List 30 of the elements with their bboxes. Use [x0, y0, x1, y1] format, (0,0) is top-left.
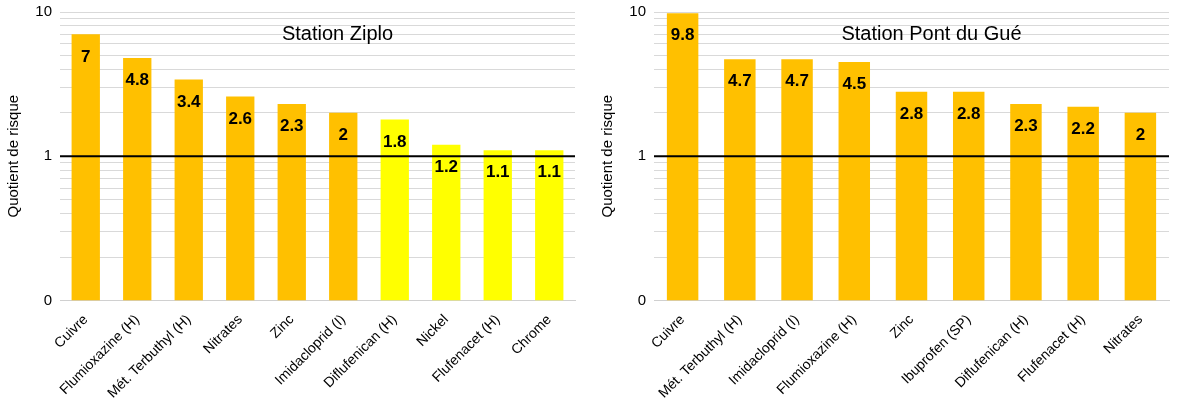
y-tick-label: 0 — [637, 290, 646, 308]
y-tick-label: 10 — [35, 2, 52, 20]
data-label: 2.8 — [899, 103, 924, 123]
data-label: 1.2 — [434, 157, 459, 176]
y-tick-label: 10 — [629, 2, 646, 20]
data-label: 3.4 — [176, 91, 202, 111]
data-label: 1.1 — [537, 162, 562, 182]
data-label: 7 — [81, 46, 91, 66]
data-label: 9.8 — [670, 25, 695, 45]
y-tick-label: 1 — [637, 146, 646, 164]
data-label: 2 — [1135, 125, 1146, 144]
y-tick-label: 0 — [43, 290, 52, 308]
data-label: 2.8 — [956, 103, 981, 123]
data-label: 2.6 — [228, 108, 253, 128]
data-label: 4.7 — [728, 71, 752, 91]
data-label: 2 — [338, 125, 348, 144]
data-label: 2.2 — [1071, 119, 1095, 139]
data-label: 4.8 — [125, 70, 150, 90]
data-label: 4.7 — [785, 71, 809, 91]
y-tick-label: 1 — [43, 146, 52, 164]
data-label: 2.3 — [1014, 116, 1038, 136]
y-axis-title: Quotient de risque — [598, 94, 616, 218]
data-label: 4.5 — [842, 74, 867, 94]
data-label: 2.3 — [279, 116, 304, 136]
x-tick-label: Zinc — [886, 310, 917, 341]
text: Station Pont du Gué — [841, 21, 1022, 44]
text: Station Ziplo — [281, 21, 394, 44]
y-axis-title: Quotient de risque — [4, 94, 22, 218]
data-label: 1.1 — [485, 162, 510, 182]
data-label: 1.8 — [382, 131, 407, 151]
